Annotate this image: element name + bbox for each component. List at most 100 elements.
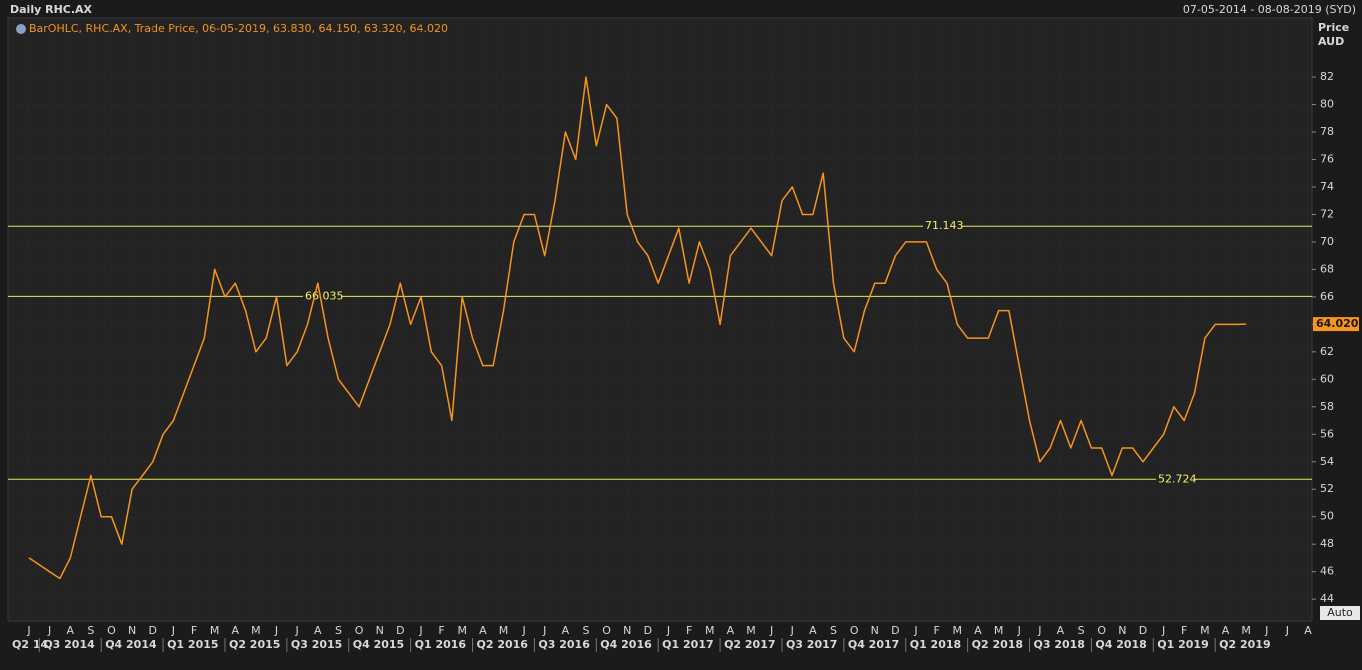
x-tick-label: A [1057, 624, 1065, 637]
x-tick-label: J [1017, 624, 1021, 637]
x-tick-label: A [314, 624, 322, 637]
x-tick-label: A [562, 624, 570, 637]
x-tick-label: M [251, 624, 261, 637]
y-tick-label: 78 [1320, 125, 1334, 138]
reference-label-bg [923, 220, 961, 233]
x-tick-label: S [582, 624, 589, 637]
x-tick-label: N [128, 624, 136, 637]
quarter-label: Q2 2017 [724, 638, 775, 651]
x-tick-label: D [891, 624, 899, 637]
legend-entry: BarOHLC, RHC.AX, Trade Price, 06-05-2019… [29, 22, 448, 35]
x-tick-label: M [705, 624, 715, 637]
y-tick-label: 58 [1320, 400, 1334, 413]
last-price-label: 64.020 [1316, 317, 1359, 330]
quarter-label: Q4 2017 [848, 638, 899, 651]
x-tick-label: J [542, 624, 546, 637]
quarter-label: Q4 2018 [1095, 638, 1146, 651]
x-tick-label: O [850, 624, 859, 637]
chart-layer: 4446485052545658606264666870727476788082… [8, 18, 1359, 652]
y-tick-label: 60 [1320, 372, 1334, 385]
x-tick-label: F [686, 624, 692, 637]
reference-label: 52.724 [1158, 472, 1197, 485]
quarter-label: Q4 2015 [353, 638, 404, 651]
y-tick-label: 50 [1320, 510, 1334, 523]
reference-label-bg [1156, 473, 1194, 486]
x-tick-label: F [438, 624, 444, 637]
x-tick-label: J [418, 624, 422, 637]
auto-button[interactable] [1320, 606, 1360, 620]
x-tick-label: D [396, 624, 404, 637]
quarter-label: Q2 2018 [972, 638, 1023, 651]
x-tick-label: J [1285, 624, 1289, 637]
y-tick-label: 62 [1320, 345, 1334, 358]
x-tick-label: J [769, 624, 773, 637]
x-tick-label: J [171, 624, 175, 637]
quarter-label: Q3 2016 [538, 638, 590, 651]
x-tick-label: J [913, 624, 917, 637]
y-tick-label: 82 [1320, 70, 1334, 83]
y-tick-label: 72 [1320, 207, 1334, 220]
quarter-label: Q1 2019 [1157, 638, 1208, 651]
y-tick-label: 76 [1320, 153, 1334, 166]
last-price-box [1313, 317, 1359, 332]
x-tick-label: J [47, 624, 51, 637]
x-tick-label: O [107, 624, 116, 637]
y-tick-label: 46 [1320, 565, 1334, 578]
y-tick-label: 52 [1320, 482, 1334, 495]
x-tick-label: S [87, 624, 94, 637]
quarter-label: Q3 2018 [1034, 638, 1085, 651]
x-tick-label: F [934, 624, 940, 637]
x-tick-label: N [871, 624, 879, 637]
x-tick-label: M [457, 624, 467, 637]
x-tick-label: M [210, 624, 220, 637]
quarter-label: Q1 2015 [167, 638, 218, 651]
x-tick-label: A [1304, 624, 1312, 637]
x-tick-label: O [355, 624, 364, 637]
quarter-label: Q2 2019 [1219, 638, 1270, 651]
x-tick-label: M [499, 624, 509, 637]
reference-label: 66.035 [305, 289, 344, 302]
x-tick-label: F [1181, 624, 1187, 637]
price-line [28, 76, 1247, 580]
quarter-label: Q1 2016 [415, 638, 467, 651]
x-tick-label: A [66, 624, 74, 637]
x-tick-label: A [727, 624, 735, 637]
x-tick-label: O [602, 624, 611, 637]
quarter-label: Q4 2014 [105, 638, 157, 651]
plot-area [7, 17, 1313, 622]
x-tick-label: J [1161, 624, 1165, 637]
reference-label: 71.143 [925, 219, 964, 232]
x-tick-label: A [974, 624, 982, 637]
x-tick-label: A [479, 624, 487, 637]
x-tick-label: M [1241, 624, 1251, 637]
quarter-label: Q3 2017 [786, 638, 837, 651]
x-tick-label: J [26, 624, 30, 637]
y-axis-label: Price [1318, 21, 1349, 34]
y-tick-label: 56 [1320, 427, 1334, 440]
x-tick-label: J [666, 624, 670, 637]
auto-button-label[interactable]: Auto [1327, 606, 1353, 619]
x-tick-label: D [644, 624, 652, 637]
x-tick-label: O [1097, 624, 1106, 637]
x-tick-label: F [191, 624, 197, 637]
reference-label-bg [303, 290, 341, 303]
x-tick-label: J [274, 624, 278, 637]
x-tick-label: S [830, 624, 837, 637]
x-tick-label: M [746, 624, 756, 637]
x-tick-label: J [790, 624, 794, 637]
quarter-label: Q3 2014 [43, 638, 95, 651]
legend-icon [16, 24, 26, 34]
y-tick-label: 70 [1320, 235, 1334, 248]
y-tick-label: 74 [1320, 180, 1334, 193]
x-tick-label: D [149, 624, 157, 637]
quarter-label: Q2 2016 [477, 638, 529, 651]
quarter-label: Q3 2015 [291, 638, 342, 651]
y-tick-label: 68 [1320, 262, 1334, 275]
x-tick-label: S [335, 624, 342, 637]
y-tick-label: 48 [1320, 537, 1334, 550]
x-tick-label: A [809, 624, 817, 637]
x-tick-label: A [232, 624, 240, 637]
quarter-label: Q1 2017 [662, 638, 713, 651]
date-range: 07-05-2014 - 08-08-2019 (SYD) [1183, 3, 1356, 16]
